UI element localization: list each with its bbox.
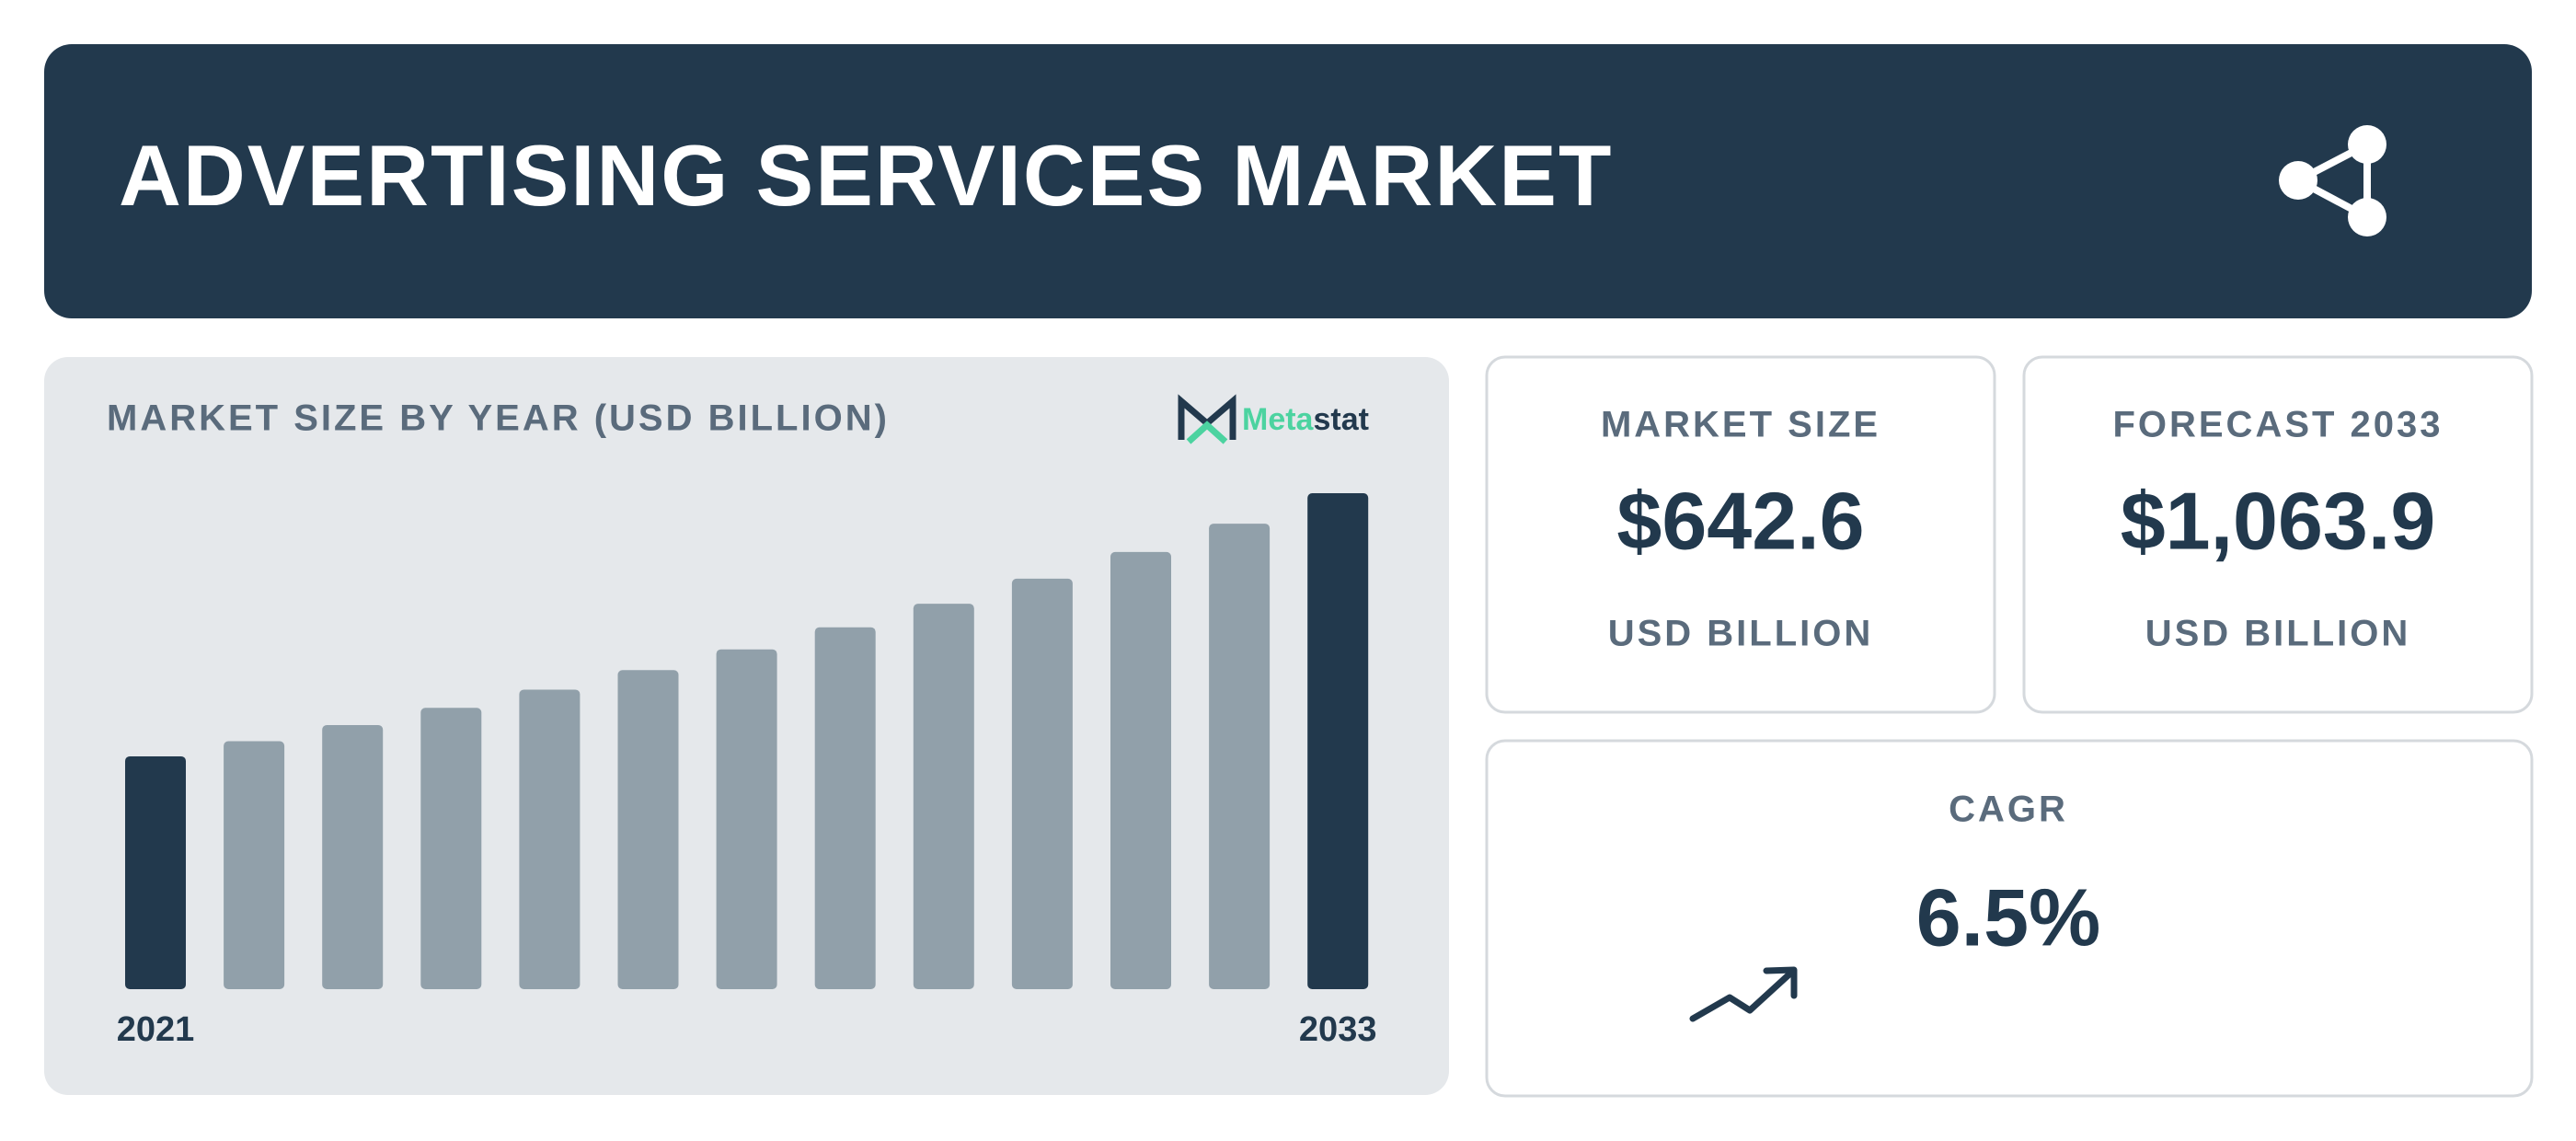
bar: [716, 649, 777, 989]
x-tick-label: 2021: [117, 1010, 195, 1049]
trend-icon: [1689, 966, 1798, 1022]
card: [1485, 355, 1996, 714]
logo-part: stat: [1313, 402, 1368, 437]
bar: [1011, 578, 1073, 989]
chart-title: MARKET SIZE BY YEAR (USD BILLION): [107, 398, 890, 439]
header-bar: [44, 44, 2532, 318]
x-tick-label: 2033: [1299, 1010, 1377, 1049]
bar: [1307, 493, 1369, 989]
logo-text: Metastat: [1242, 402, 1369, 437]
card-value: 6.5%: [1916, 871, 2101, 962]
bar: [617, 670, 679, 989]
bar: [224, 741, 285, 989]
bar: [322, 724, 384, 989]
card-value: $1,063.9: [2121, 475, 2436, 566]
card-value: $642.6: [1616, 475, 1864, 566]
card-unit: USD BILLION: [2145, 614, 2411, 654]
page-title: ADVERTISING SERVICES MARKET: [119, 127, 1613, 224]
bar: [1209, 524, 1271, 989]
share-icon[interactable]: [2279, 125, 2386, 236]
card-label: CAGR: [1949, 789, 2068, 830]
bar: [519, 689, 581, 989]
bar: [1110, 551, 1171, 989]
card-unit: USD BILLION: [1608, 614, 1874, 654]
logo-part: Meta: [1242, 402, 1315, 437]
card-label: FORECAST 2033: [2112, 405, 2443, 445]
bar: [814, 627, 876, 989]
bar: [125, 755, 186, 989]
logo: Metastat: [1178, 394, 1369, 444]
card-label: MARKET SIZE: [1601, 405, 1880, 445]
bar: [913, 604, 974, 989]
bar-chart: 2021 2033: [117, 493, 1377, 1049]
bar: [420, 708, 482, 989]
card: [2022, 355, 2534, 714]
